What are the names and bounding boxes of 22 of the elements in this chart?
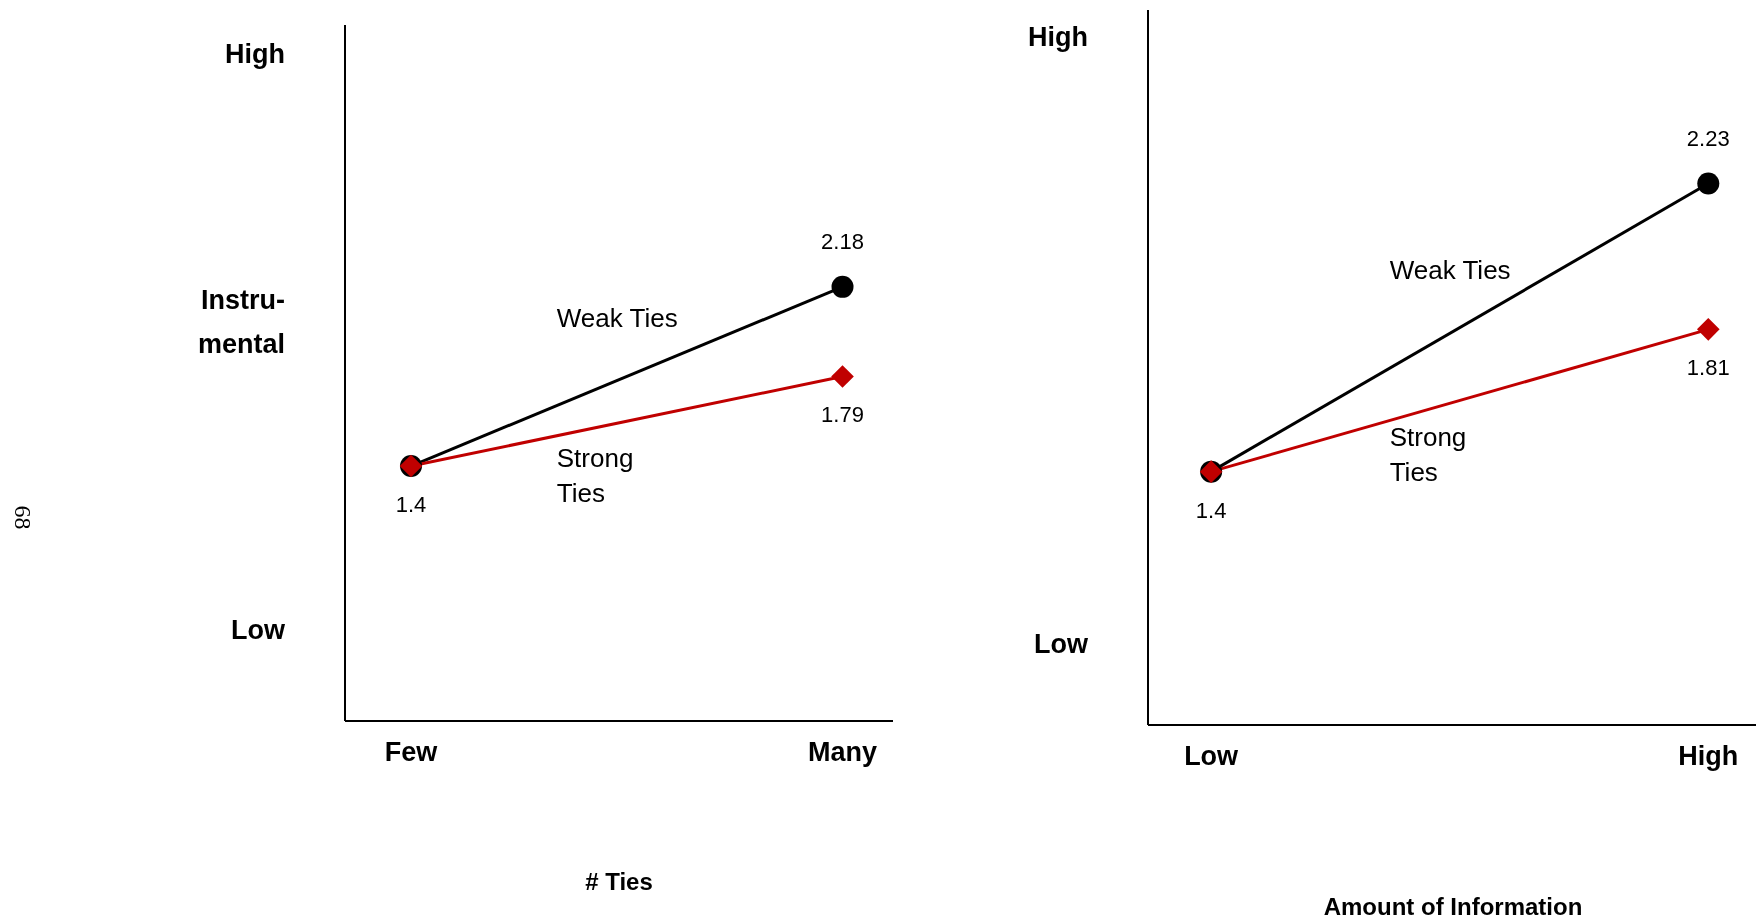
x-tick-label: Many: [808, 737, 878, 767]
text: High: [225, 39, 285, 69]
text: 68: [8, 505, 36, 530]
series-label: Strong Ties: [1389, 421, 1468, 490]
series-label: Strong Ties: [556, 442, 635, 511]
data-label: 1.4: [395, 492, 427, 518]
text: Low: [1034, 629, 1089, 659]
x-tick-label: Low: [1184, 741, 1240, 771]
text: Low: [231, 615, 286, 645]
text: High: [1028, 22, 1088, 52]
x-axis-title: # Ties: [584, 868, 654, 896]
text: Instru-mental: [197, 285, 285, 359]
series-label: Weak Ties: [1389, 253, 1512, 287]
data-label: 1.4: [1195, 497, 1227, 523]
series-label: Weak Ties: [556, 302, 679, 336]
data-label: 2.18: [821, 228, 864, 254]
data-label: 2.23: [1686, 125, 1730, 151]
x-tick-label: High: [1678, 741, 1739, 771]
x-tick-label: Few: [384, 737, 439, 767]
data-label: 1.81: [1686, 355, 1730, 381]
data-label: 1.79: [821, 402, 864, 428]
x-axis-title: Amount of Information: [1322, 893, 1584, 916]
